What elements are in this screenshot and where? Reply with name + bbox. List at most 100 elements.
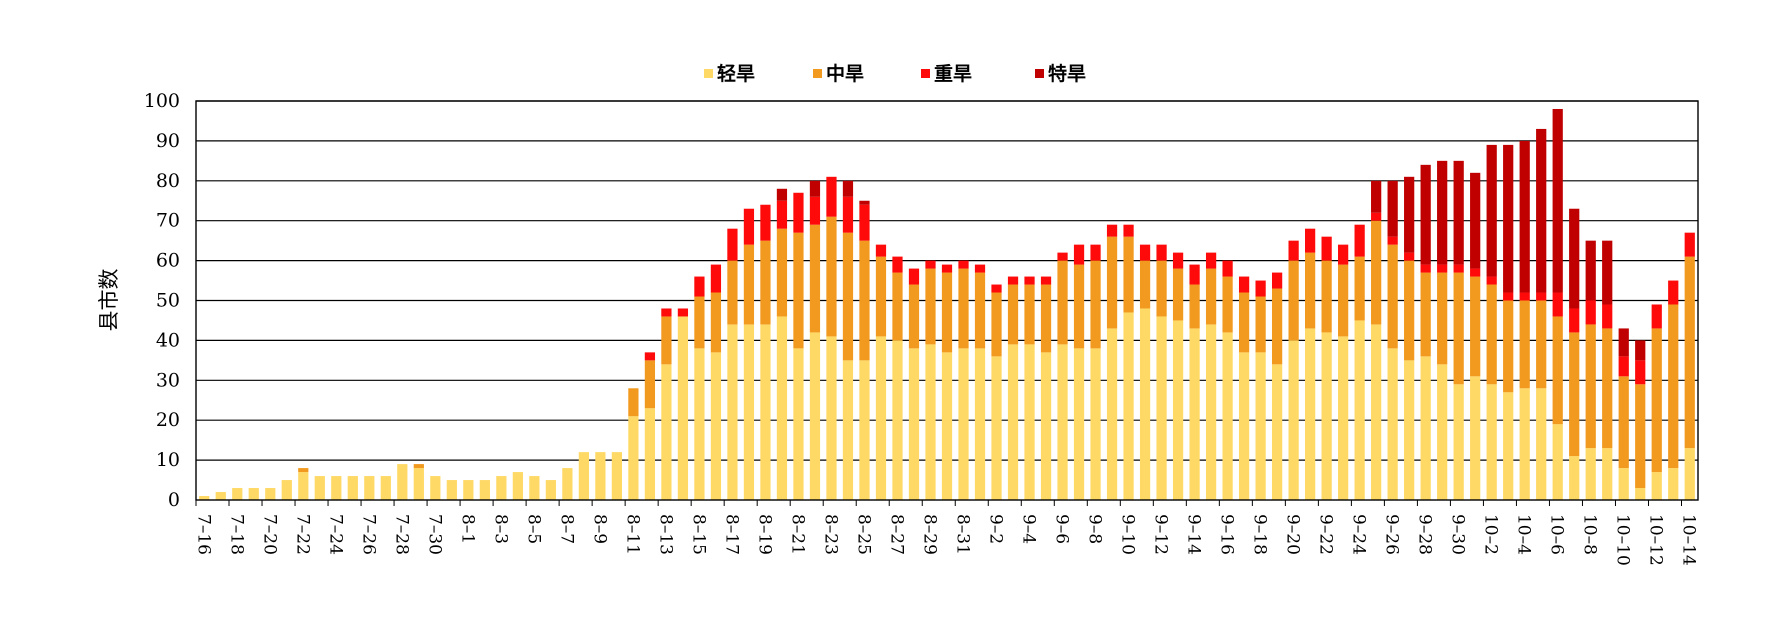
x-tick-label: 8–29 (919, 514, 939, 555)
bar-segment-8-16-s1 (710, 292, 722, 353)
y-tick-label: 10 (156, 449, 180, 471)
bar-segment-10-10-s2 (1618, 356, 1629, 377)
bar-segment-8-27-s1 (892, 272, 903, 341)
bar-segment-10-4-s2 (1519, 292, 1530, 301)
bar-segment-8-9-s0 (595, 452, 606, 500)
bar-segment-9-13-s0 (1172, 320, 1184, 500)
bar-segment-10-8-s1 (1585, 324, 1596, 449)
y-tick-label: 20 (156, 409, 180, 431)
bar-segment-8-22-s3 (809, 180, 821, 197)
bar-segment-7-28-s0 (397, 464, 408, 500)
bar-segment-9-24-s2 (1354, 224, 1365, 257)
bar-segment-9-23-s2 (1338, 244, 1349, 265)
bar-segment-9-25-s2 (1371, 212, 1382, 221)
bar-segment-10-6-s0 (1552, 424, 1563, 500)
bar-segment-9-25-s3 (1371, 180, 1382, 213)
bar-segment-10-1-s3 (1470, 172, 1481, 269)
bar-segment-9-3-s1 (1007, 284, 1019, 345)
bar-segment-9-20-s2 (1288, 240, 1299, 261)
bar-segment-8-20-s1 (776, 228, 788, 317)
y-axis-label: 县市数 (97, 269, 121, 332)
x-tick-label: 8–5 (523, 514, 543, 544)
bar-segment-9-21-s1 (1305, 252, 1316, 329)
bar-segment-8-10-s0 (611, 452, 623, 500)
bar-segment-10-4-s1 (1519, 300, 1530, 389)
bar-segment-9-15-s0 (1205, 324, 1217, 500)
bar-segment-7-26-s0 (364, 476, 375, 500)
bar-segment-7-27-s0 (380, 476, 391, 500)
bar-segment-10-7-s2 (1569, 308, 1580, 333)
bar-segment-8-31-s2 (958, 260, 969, 269)
bar-segment-9-30-s1 (1453, 272, 1464, 385)
bar-segment-9-29-s2 (1437, 264, 1448, 273)
x-tick-label: 8–11 (622, 514, 642, 555)
bar-segment-8-18-s2 (743, 208, 755, 245)
bar-segment-9-30-s2 (1453, 264, 1464, 273)
legend-swatch-0 (704, 69, 713, 78)
bar-segment-9-23-s0 (1338, 336, 1349, 500)
bar-segment-9-12-s1 (1156, 260, 1167, 317)
bar-segment-8-12-s1 (644, 360, 656, 409)
x-tick-label: 10–6 (1547, 514, 1567, 555)
bar-segment-9-10-s2 (1123, 224, 1134, 237)
bar-segment-8-11-s1 (628, 388, 639, 417)
bar-segment-10-11-s0 (1635, 488, 1646, 500)
bar-segment-7-17-s0 (215, 492, 226, 500)
bar-segment-7-25-s0 (347, 476, 358, 500)
bar-segment-8-30-s2 (941, 264, 953, 273)
bar-segment-9-28-s0 (1420, 356, 1431, 500)
bar-segment-8-12-s0 (644, 408, 656, 500)
x-tick-label: 7–24 (325, 514, 345, 555)
bar-segment-9-10-s1 (1123, 236, 1134, 313)
bar-segment-7-30-s0 (430, 476, 441, 500)
bar-segment-8-5-s0 (529, 476, 540, 500)
bar-segment-8-25-s1 (859, 240, 870, 361)
bar-segment-8-29-s0 (925, 344, 936, 500)
bar-segment-9-22-s2 (1321, 236, 1332, 261)
x-tick-label: 9–20 (1283, 514, 1303, 555)
bar-segment-9-9-s1 (1106, 236, 1118, 329)
x-tick-label: 7–30 (424, 514, 444, 555)
bar-segment-8-17-s2 (727, 228, 738, 261)
bar-segment-10-3-s3 (1503, 144, 1514, 293)
bar-segment-7-19-s0 (248, 488, 259, 500)
bar-segment-8-24-s0 (842, 360, 854, 500)
bar-segment-9-23-s1 (1338, 264, 1349, 337)
bar-segment-9-20-s0 (1288, 340, 1299, 500)
bar-segment-10-4-s3 (1519, 140, 1530, 293)
bar-segment-9-11-s1 (1139, 260, 1151, 309)
bar-segment-9-8-s0 (1090, 348, 1101, 500)
legend-label-1: 中旱 (826, 62, 864, 85)
bar-segment-9-18-s2 (1255, 280, 1266, 297)
bar-segment-7-22-s0 (298, 472, 309, 500)
bar-segment-9-9-s2 (1106, 224, 1118, 237)
bar-segment-8-18-s0 (743, 324, 755, 500)
bar-segment-9-5-s1 (1040, 284, 1052, 353)
legend-swatch-3 (1035, 69, 1044, 78)
bar-segment-9-9-s0 (1106, 328, 1118, 500)
bar-segment-7-29-s0 (413, 468, 424, 500)
bar-segment-9-16-s2 (1222, 260, 1233, 277)
bar-segment-9-15-s1 (1205, 268, 1217, 325)
bar-segment-10-14-s1 (1684, 256, 1695, 449)
bar-segment-8-21-s2 (793, 192, 804, 233)
bar-segment-8-20-s3 (776, 188, 788, 201)
bar-segment-9-24-s0 (1354, 320, 1365, 500)
bar-segment-9-29-s0 (1437, 364, 1448, 500)
bar-segment-9-6-s2 (1057, 252, 1068, 261)
bar-segment-8-7-s0 (562, 468, 573, 500)
bar-segment-8-11-s0 (628, 416, 639, 500)
x-tick-label: 9–26 (1382, 514, 1402, 555)
x-tick-label: 9–8 (1085, 514, 1105, 544)
bar-segment-8-12-s2 (644, 352, 656, 361)
x-tick-label: 9–30 (1448, 514, 1468, 555)
bar-segment-8-4-s0 (512, 472, 523, 500)
bar-segment-8-31-s1 (958, 268, 969, 349)
bar-segment-9-17-s0 (1238, 352, 1250, 500)
bar-segment-10-9-s2 (1602, 304, 1613, 329)
bar-segment-10-3-s1 (1503, 300, 1514, 393)
bar-segment-9-6-s1 (1057, 260, 1068, 345)
bar-segment-10-8-s0 (1585, 448, 1596, 500)
x-tick-label: 7–26 (358, 514, 378, 555)
